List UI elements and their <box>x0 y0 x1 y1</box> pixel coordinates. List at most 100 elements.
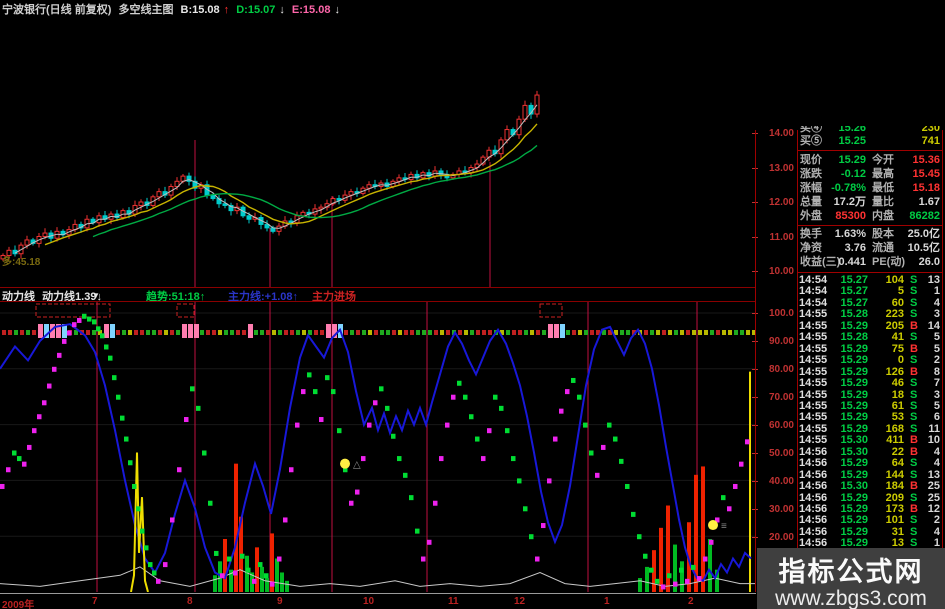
signal-dot <box>152 330 156 335</box>
quote-cell: S <box>910 399 918 412</box>
ladder-step <box>721 495 726 501</box>
signal-dot <box>602 330 606 335</box>
quote-divider-line <box>798 225 942 226</box>
quote-cell: 4 <box>933 525 940 538</box>
signal-dot <box>566 330 570 335</box>
quote-cell: 15.18 <box>912 182 940 194</box>
tick-row: 14:55 15.29 205 B 14 <box>798 319 942 332</box>
quote-cell: 1.63% <box>834 228 866 240</box>
ladder-step <box>120 415 125 421</box>
signal-dot <box>578 330 582 335</box>
quote-cell: 15.25 <box>838 135 866 147</box>
ladder-step <box>47 383 52 389</box>
ladder-step <box>283 517 288 523</box>
quote-cell: 3.76 <box>844 242 866 254</box>
main-candlestick-chart[interactable] <box>0 14 756 288</box>
tick-row: 14:55 15.28 41 S 5 <box>798 332 942 343</box>
momentum-indicator-chart[interactable]: △≡ <box>0 302 756 592</box>
ladder-step <box>505 428 510 434</box>
signal-dot <box>62 324 67 338</box>
candle-body <box>516 118 522 136</box>
ladder-step <box>451 394 456 400</box>
quote-cell: 4 <box>933 296 940 309</box>
ladder-step <box>214 550 219 556</box>
quote-cell: 15.27 <box>840 296 868 309</box>
ladder-step <box>22 461 27 467</box>
chart-right-border <box>755 130 756 592</box>
ladder-step <box>385 405 390 411</box>
quote-cell: S <box>910 354 918 367</box>
chart-bottom-border <box>0 593 756 594</box>
signal-dot <box>188 324 193 338</box>
ladder-step <box>72 322 77 328</box>
trend-value: 趋势:51:18↑ <box>146 291 206 303</box>
volume-bar <box>213 575 217 592</box>
volume-bar <box>701 466 705 592</box>
quote-cell: 14:56 <box>799 537 828 548</box>
ladder-step <box>277 556 282 562</box>
signal-dot <box>104 324 109 338</box>
candle-body <box>42 232 48 238</box>
quote-panel-right-border <box>942 130 943 548</box>
axis-price-label: 90.00 <box>768 336 794 347</box>
candle-body <box>366 184 372 189</box>
axis-price-label: 100.0 <box>768 308 794 319</box>
candle-body <box>0 254 6 260</box>
ladder-step <box>433 500 438 506</box>
ladder-step <box>535 556 540 562</box>
volume-bar <box>285 580 289 592</box>
candle-body <box>348 191 354 196</box>
quote-cell: B <box>910 319 918 332</box>
alert-box <box>539 303 563 318</box>
quote-cell: 4 <box>933 445 940 458</box>
quote-cell: 14:55 <box>799 354 828 367</box>
ladder-step <box>643 553 648 559</box>
volume-bar <box>275 558 279 592</box>
ladder-step <box>637 534 642 540</box>
quote-cell: S <box>910 377 918 390</box>
ladder-step <box>62 338 67 344</box>
quote-cell: S <box>910 296 918 309</box>
signal-dot <box>416 330 420 335</box>
tick-row: 14:56 15.29 144 S 13 <box>798 468 942 481</box>
white-baseline <box>0 566 755 587</box>
quote-cell: 总量 <box>800 196 822 208</box>
volume-bar <box>255 547 259 592</box>
signal-dot <box>56 324 61 338</box>
signal-dot <box>116 330 120 335</box>
quote-cell: 144 <box>885 468 904 481</box>
quote-cell: 13 <box>927 468 940 481</box>
quote-cell: 15.29 <box>840 399 868 412</box>
ma-line <box>92 144 538 238</box>
quote-cell: 15.30 <box>840 434 868 447</box>
signal-dot <box>122 330 126 335</box>
indicator-header[interactable]: 动力线 动力线1.39↓ ▼ 趋势:51:18↑ 主力线:+1.08↑ 主力进场 <box>0 288 756 303</box>
candle-body <box>192 180 198 189</box>
flag-marker-icon: ▼ <box>92 291 100 300</box>
axis-year-label: 2009年 <box>2 600 35 609</box>
signal-dot <box>176 330 180 335</box>
quote-cell: 5 <box>933 331 940 344</box>
axis-price-label: 10.00 <box>768 266 794 277</box>
volume-bar <box>666 505 670 592</box>
axis-month-label: 7 <box>92 596 98 607</box>
buy-queue-row: 买④ 15.26 230 <box>798 126 942 134</box>
marker-dot-icon <box>708 520 718 531</box>
ladder-step <box>52 366 57 372</box>
ladder-step <box>87 316 92 322</box>
ladder-step <box>589 450 594 456</box>
quote-cell: 25 <box>927 491 940 504</box>
signal-dot <box>464 330 468 335</box>
ladder-step <box>132 483 137 489</box>
quote-cell: B <box>910 503 918 515</box>
axis-price-label: 70.00 <box>768 392 794 403</box>
ladder-step <box>202 450 207 456</box>
quote-cell: 6 <box>933 411 940 424</box>
stock-name: 宁波银行(日线 前复权) <box>2 4 112 16</box>
quote-cell: 223 <box>885 308 904 321</box>
signal-dot <box>356 330 360 335</box>
quote-cell: 14:55 <box>799 411 828 424</box>
quote-cell: 14:56 <box>799 503 828 515</box>
signal-dot <box>14 330 18 335</box>
